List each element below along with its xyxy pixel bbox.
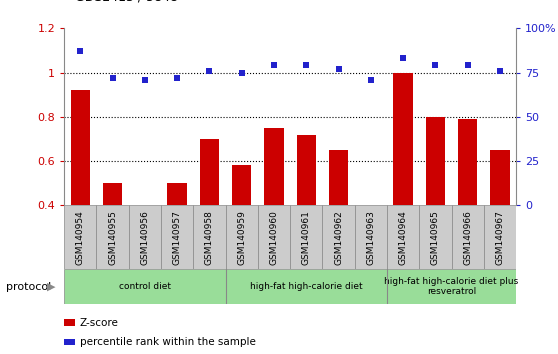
- Text: GSM140965: GSM140965: [431, 210, 440, 265]
- Bar: [393, 73, 413, 205]
- Text: high-fat high-calorie diet: high-fat high-calorie diet: [250, 282, 363, 291]
- Bar: [167, 183, 187, 205]
- Bar: [387, 205, 419, 269]
- Bar: [193, 205, 225, 269]
- Text: GSM140963: GSM140963: [367, 210, 376, 265]
- Bar: [64, 338, 75, 346]
- Text: GSM140956: GSM140956: [141, 210, 150, 265]
- Bar: [484, 205, 516, 269]
- Bar: [232, 166, 252, 205]
- Bar: [64, 205, 97, 269]
- Point: [237, 70, 246, 75]
- Text: GSM140959: GSM140959: [237, 210, 246, 265]
- Point: [108, 75, 117, 81]
- Point: [76, 48, 85, 54]
- Point: [270, 63, 278, 68]
- Text: protocol: protocol: [6, 282, 51, 292]
- Text: GSM140967: GSM140967: [496, 210, 504, 265]
- Text: GSM140964: GSM140964: [398, 210, 408, 265]
- Bar: [200, 139, 219, 205]
- Text: high-fat high-calorie diet plus
resveratrol: high-fat high-calorie diet plus resverat…: [384, 277, 519, 296]
- Bar: [290, 205, 323, 269]
- Bar: [329, 150, 348, 205]
- Text: GSM140962: GSM140962: [334, 210, 343, 265]
- Bar: [323, 205, 355, 269]
- Bar: [451, 205, 484, 269]
- Text: GSM140957: GSM140957: [172, 210, 182, 265]
- Point: [334, 66, 343, 72]
- Bar: [135, 205, 155, 285]
- Bar: [225, 205, 258, 269]
- Bar: [103, 183, 122, 205]
- Bar: [426, 117, 445, 205]
- Text: GSM140955: GSM140955: [108, 210, 117, 265]
- Bar: [97, 205, 129, 269]
- Point: [496, 68, 504, 74]
- Point: [141, 77, 150, 82]
- Point: [205, 68, 214, 74]
- Text: ▶: ▶: [47, 282, 56, 292]
- Text: Z-score: Z-score: [80, 318, 119, 328]
- Point: [367, 77, 376, 82]
- Bar: [458, 119, 478, 205]
- Text: control diet: control diet: [119, 282, 171, 291]
- Text: GSM140960: GSM140960: [270, 210, 278, 265]
- Text: GSM140961: GSM140961: [302, 210, 311, 265]
- Point: [302, 63, 311, 68]
- Bar: [161, 205, 193, 269]
- Text: GDS2413 / 5848: GDS2413 / 5848: [75, 0, 179, 4]
- Bar: [64, 269, 225, 304]
- Text: GSM140966: GSM140966: [463, 210, 472, 265]
- Point: [172, 75, 181, 81]
- Bar: [297, 135, 316, 205]
- Bar: [419, 205, 451, 269]
- Bar: [71, 90, 90, 205]
- Point: [431, 63, 440, 68]
- Bar: [225, 269, 387, 304]
- Text: GSM140958: GSM140958: [205, 210, 214, 265]
- Bar: [355, 205, 387, 269]
- Bar: [387, 269, 516, 304]
- Bar: [64, 319, 75, 326]
- Point: [398, 56, 407, 61]
- Bar: [490, 150, 509, 205]
- Text: percentile rank within the sample: percentile rank within the sample: [80, 337, 256, 347]
- Text: GSM140954: GSM140954: [76, 210, 85, 265]
- Bar: [258, 205, 290, 269]
- Bar: [264, 128, 283, 205]
- Point: [463, 63, 472, 68]
- Bar: [129, 205, 161, 269]
